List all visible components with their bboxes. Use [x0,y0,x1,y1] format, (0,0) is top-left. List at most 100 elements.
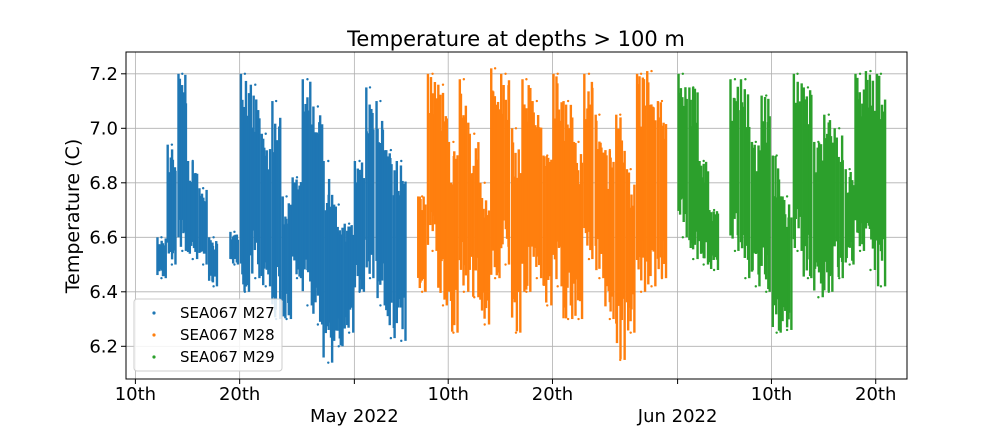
data-point [754,140,758,144]
scatter-strand [353,161,357,288]
scatter-strand [542,156,546,286]
scatter-strand [777,179,781,331]
scatter-strand [877,75,881,245]
data-point [170,143,174,146]
scatter-strand [584,119,588,234]
scatter-strand [880,104,884,261]
scatter-strand [160,240,163,271]
scatter-strand [381,129,385,264]
scatter-strand [507,80,511,265]
scatter-strand [548,161,552,277]
scatter-strand [589,104,592,251]
scatter-strand [368,104,371,274]
x-tick-label: 20th [219,384,260,405]
scatter-strand [569,104,573,306]
scatter-strand [267,169,270,275]
data-point [254,276,257,280]
data-point [702,159,705,163]
scatter-strand [526,121,529,286]
data-point [650,69,653,73]
data-point [473,296,476,299]
data-point [577,317,580,321]
scatter-strand [511,142,515,299]
data-point [347,222,351,225]
data-point [160,276,163,280]
scatter-strand [819,144,823,284]
scatter-strand [265,150,268,270]
scatter-strand [441,92,445,260]
data-point [681,236,685,239]
scatter-strand [377,142,380,282]
scatter-strand [827,122,830,292]
data-point [608,317,612,321]
scatter-strand [566,124,569,288]
scatter-strand [553,118,557,260]
scatter-strand [731,120,734,239]
scatter-strand [386,156,390,317]
scatter-strand [772,196,775,306]
data-point [525,78,528,81]
data-point [775,331,778,334]
scatter-strand [485,215,489,301]
scatter-strand [339,234,342,346]
scatter-strand [350,225,353,308]
scatter-strand [804,99,807,247]
scatter-strand [539,127,543,279]
scatter-strand [492,91,495,251]
scatter-strand [330,194,334,363]
data-point [765,290,768,293]
scatter-strand [535,127,538,267]
scatter-strand [362,178,366,292]
data-point [264,285,267,288]
data-point [316,105,320,108]
scatter-strand [211,245,215,283]
scatter-strand [866,79,869,223]
scatter-strand [609,157,612,312]
scatter-strand [200,193,204,252]
data-point [337,345,340,348]
scatter-strand [232,235,236,260]
x-tick-label: 20th [532,384,573,405]
scatter-strand [194,172,197,252]
scatter-strand [635,73,639,260]
data-point [692,86,695,89]
data-point [420,195,424,198]
scatter-strand [285,218,288,294]
data-point [327,159,330,163]
scatter-strand [610,167,614,297]
scatter-strand [583,73,586,229]
scatter-strand [864,71,868,229]
scatter-strand [833,128,836,247]
data-point [858,249,862,253]
legend-label: SEA067 M28 [180,326,275,344]
data-point [598,113,601,116]
x-tick-label: 20th [855,384,896,405]
scatter-strand [343,223,346,329]
data-point [306,304,309,307]
scatter-strand [682,105,685,222]
scatter-strand [845,192,848,259]
scatter-strand [348,226,352,310]
y-tick-label: 7.0 [89,118,118,139]
data-point [817,140,820,144]
data-point [858,72,862,76]
scatter-strand [256,110,260,265]
scatter-strand [562,101,565,319]
scatter-strand [260,133,263,276]
scatter-strand [359,174,362,280]
scatter-strand [737,110,740,251]
data-point [191,257,194,261]
scatter-strand [464,105,468,276]
scatter-strand [356,168,359,277]
data-point [379,99,382,103]
scatter-strand [779,196,782,333]
scatter-strand [625,169,629,303]
scatter-strand [156,237,159,276]
scatter-strand [433,82,437,225]
scatter-strand [861,103,864,245]
scatter-strand [529,87,532,292]
data-point [546,154,549,157]
scatter-strand [402,184,405,298]
data-point [264,132,267,135]
scatter-strand [515,177,519,332]
